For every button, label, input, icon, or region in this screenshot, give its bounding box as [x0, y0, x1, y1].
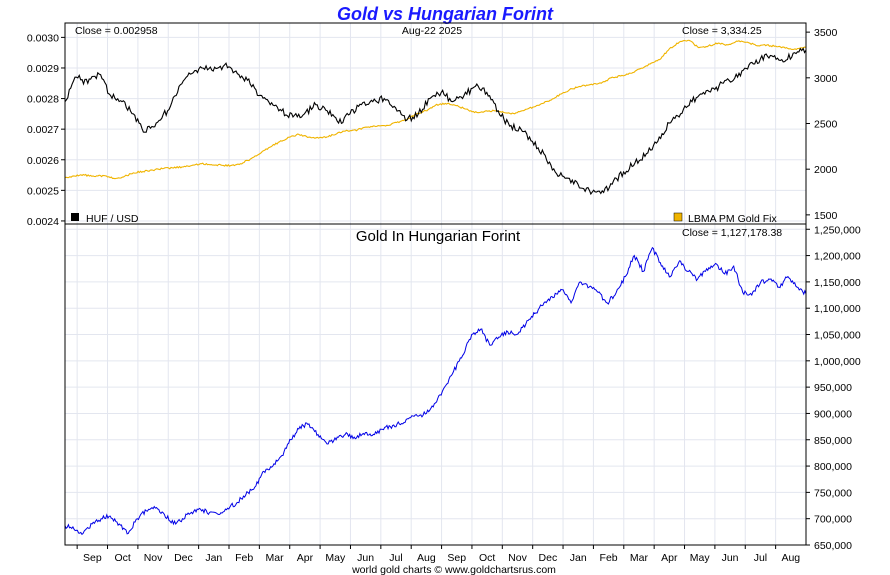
- x-tick-label: Dec: [174, 552, 193, 564]
- bottom-right-tick-label: 1,100,000: [814, 303, 861, 315]
- left-tick-label: 0.0027: [27, 124, 59, 136]
- left-tick-label: 0.0025: [27, 185, 59, 197]
- x-tick-label: Feb: [235, 552, 253, 564]
- right-tick-label: 2000: [814, 164, 838, 176]
- bottom-right-tick-label: 1,050,000: [814, 330, 861, 342]
- right-tick-label: 3000: [814, 73, 838, 85]
- huf-usd-line: [64, 47, 807, 196]
- gold-in-huf-line: [64, 246, 807, 536]
- gold-fix-line: [64, 39, 807, 180]
- footer-credit: world gold charts © www.goldchartsrus.co…: [351, 564, 556, 575]
- gold-legend-swatch: [673, 212, 683, 222]
- x-tick-label: Oct: [479, 552, 495, 564]
- x-tick-label: Feb: [600, 552, 618, 564]
- bottom-right-tick-label: 950,000: [814, 382, 852, 394]
- x-tick-label: Aug: [417, 552, 436, 564]
- left-tick-label: 0.0024: [27, 216, 59, 228]
- chart-title: Gold vs Hungarian Forint: [337, 4, 554, 24]
- right-tick-label: 3500: [814, 27, 838, 39]
- x-tick-label: Dec: [539, 552, 558, 564]
- x-tick-label: Jul: [754, 552, 767, 564]
- x-tick-label: Nov: [508, 552, 527, 564]
- bottom-right-tick-label: 1,250,000: [814, 224, 861, 236]
- x-tick-label: Jan: [205, 552, 222, 564]
- right-tick-label: 2500: [814, 119, 838, 131]
- x-tick-label: Mar: [265, 552, 284, 564]
- bottom-right-tick-label: 800,000: [814, 461, 852, 473]
- right-tick-label: 1500: [814, 210, 838, 222]
- gold-huf-close-label: Close = 1,127,178.38: [682, 227, 782, 239]
- left-tick-label: 0.0030: [27, 32, 59, 44]
- x-tick-label: May: [690, 552, 711, 564]
- left-tick-label: 0.0029: [27, 63, 59, 75]
- x-tick-label: Oct: [115, 552, 131, 564]
- x-tick-label: Apr: [297, 552, 314, 564]
- bottom-right-tick-label: 750,000: [814, 487, 852, 499]
- bottom-right-tick-label: 1,000,000: [814, 356, 861, 368]
- bottom-right-tick-label: 700,000: [814, 514, 852, 526]
- x-tick-label: Mar: [630, 552, 649, 564]
- x-tick-label: Jun: [722, 552, 739, 564]
- left-tick-label: 0.0026: [27, 155, 59, 167]
- gold-legend-label: LBMA PM Gold Fix: [688, 213, 777, 225]
- bottom-right-tick-label: 1,150,000: [814, 277, 861, 289]
- x-tick-label: Nov: [144, 552, 163, 564]
- x-tick-label: Jun: [357, 552, 374, 564]
- huf-legend-label: HUF / USD: [86, 213, 139, 225]
- huf-legend-swatch: [71, 213, 79, 221]
- bottom-right-tick-label: 650,000: [814, 540, 852, 552]
- x-tick-label: May: [325, 552, 346, 564]
- bottom-right-tick-label: 900,000: [814, 408, 852, 420]
- left-tick-label: 0.0028: [27, 94, 59, 106]
- top-plot-frame: [64, 22, 807, 225]
- gold-close-label: Close = 3,334.25: [682, 25, 762, 37]
- x-tick-label: Aug: [781, 552, 800, 564]
- x-tick-label: Jul: [389, 552, 402, 564]
- date-label: Aug-22 2025: [402, 25, 462, 37]
- x-tick-label: Sep: [83, 552, 102, 564]
- x-tick-label: Apr: [661, 552, 678, 564]
- x-tick-label: Jan: [570, 552, 587, 564]
- bottom-right-tick-label: 1,200,000: [814, 251, 861, 263]
- x-tick-label: Sep: [447, 552, 466, 564]
- huf-close-label: Close = 0.002958: [75, 25, 158, 37]
- bottom-right-tick-label: 850,000: [814, 435, 852, 447]
- lower-chart-title: Gold In Hungarian Forint: [356, 228, 521, 245]
- bottom-plot-frame: [64, 223, 807, 546]
